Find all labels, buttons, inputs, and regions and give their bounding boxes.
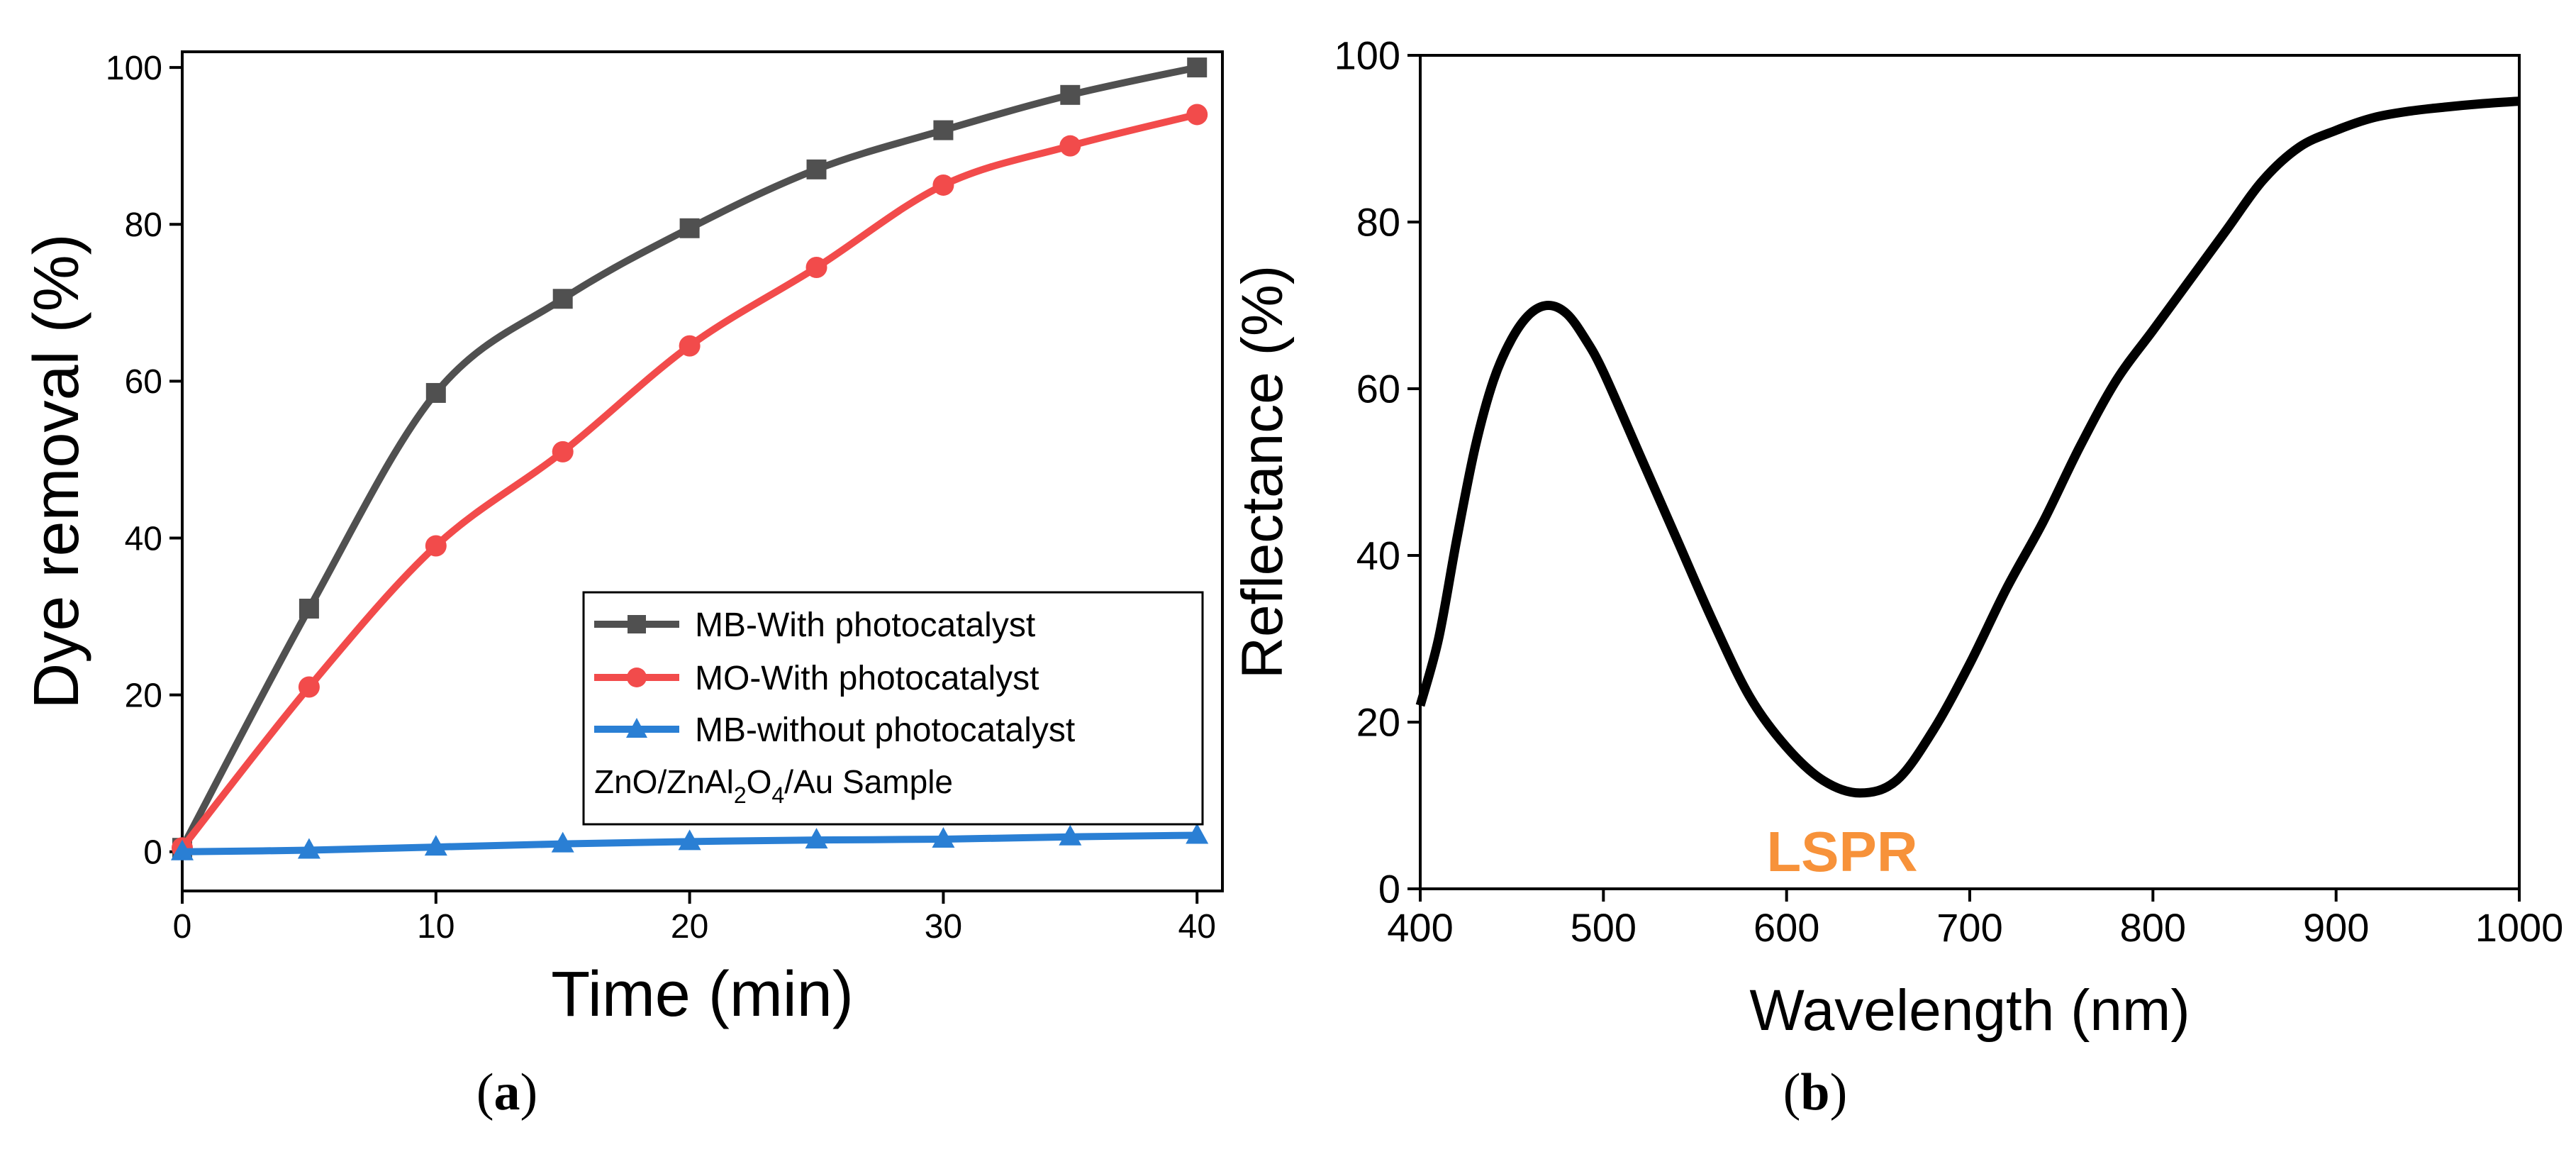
data-point [679, 335, 701, 357]
panel-label-a: (a) [476, 1063, 537, 1121]
legend: MB-With photocatalyst MO-With photocatal… [582, 591, 1204, 826]
x-tick-label: 0 [173, 908, 192, 946]
x-tick-label: 10 [417, 908, 455, 946]
x-tick-label: 700 [1936, 905, 2002, 950]
y-tick-label: 20 [125, 677, 162, 714]
data-point [805, 828, 828, 849]
series-line [179, 111, 1198, 851]
data-point [552, 289, 573, 309]
y-tick-label: 60 [1356, 367, 1400, 411]
x-tick-label: 800 [2120, 905, 2186, 950]
legend-entry-mb-with: MB-With photocatalyst [594, 607, 1035, 644]
data-point [552, 441, 574, 463]
data-point [805, 257, 827, 279]
data-point [171, 839, 194, 860]
legend-label: MB-without photocatalyst [695, 711, 1075, 749]
reflectance-curve [1415, 96, 2520, 798]
x-tick-label: 20 [671, 908, 708, 946]
data-point [425, 535, 447, 557]
x-tick-label: 900 [2303, 905, 2369, 950]
x-tick-label: 400 [1387, 905, 1453, 950]
data-point [551, 831, 574, 853]
y-axis-title: Reflectance (%) [1230, 265, 1295, 679]
y-tick-label: 0 [143, 834, 162, 872]
plot-area: 400 500 600 700 800 900 1000 0 20 40 60 80 100 Wavele… [1230, 33, 2563, 1043]
data-point [1186, 104, 1208, 126]
data-point [1187, 57, 1208, 78]
data-point [1060, 84, 1081, 105]
x-tick-label: 40 [1178, 908, 1216, 946]
y-tick-label: 20 [1356, 700, 1400, 745]
y-tick-label: 40 [1356, 533, 1400, 578]
data-point [933, 120, 954, 140]
x-tick-label: 500 [1571, 905, 1637, 950]
series-mb-without-photocatalyst [171, 823, 1209, 860]
legend-entry-mb-without: MB-without photocatalyst [594, 711, 1075, 749]
legend-entry-mo-with: MO-With photocatalyst [594, 660, 1039, 697]
dye-removal-chart: 0 10 20 30 40 0 20 40 60 80 100 Time (min) Dye remov… [21, 50, 1224, 1121]
plot-area: 0 10 20 30 40 0 20 40 60 80 100 Time (min) Dye remov… [21, 50, 1224, 1030]
data-point [1059, 135, 1081, 157]
series-mb-with-photocatalyst [172, 57, 1208, 858]
x-axis-title: Time (min) [551, 959, 854, 1030]
x-tick-label: 600 [1753, 905, 1819, 950]
panel-label-b: (b) [1783, 1063, 1847, 1121]
axes-frame [181, 50, 1224, 892]
y-tick-label: 100 [1334, 33, 1400, 78]
legend-label: MO-With photocatalyst [695, 660, 1039, 697]
data-point [1186, 823, 1209, 844]
series-line [179, 64, 1198, 850]
y-tick-label: 60 [125, 363, 162, 401]
data-point [424, 835, 447, 856]
data-point [299, 598, 319, 619]
y-tick-label: 100 [106, 50, 162, 87]
y-tick-label: 40 [125, 520, 162, 558]
x-tick-label: 1000 [2475, 905, 2564, 950]
data-point [932, 827, 955, 848]
x-axis-title: Wavelength (nm) [1749, 978, 2190, 1043]
data-point [806, 159, 827, 179]
y-tick-label: 80 [125, 206, 162, 244]
x-tick-label: 30 [925, 908, 962, 946]
y-tick-label: 80 [1356, 200, 1400, 245]
legend-label: MB-With photocatalyst [695, 607, 1035, 644]
data-point [678, 829, 701, 851]
data-point [425, 382, 446, 403]
legend-note: ZnO/ZnAl2O4/Au Sample [594, 763, 953, 808]
data-point [298, 676, 320, 698]
reflectance-chart: 400 500 600 700 800 900 1000 0 20 40 60 80 100 Wavele… [1230, 33, 2563, 1121]
lspr-annotation: LSPR [1766, 820, 1917, 883]
y-axis-title: Dye removal (%) [21, 233, 92, 709]
data-point [297, 838, 320, 859]
legend-box [582, 591, 1204, 826]
y-tick-label: 0 [1378, 867, 1400, 912]
data-point [1059, 824, 1082, 846]
data-point [679, 218, 700, 238]
data-point [932, 174, 954, 196]
